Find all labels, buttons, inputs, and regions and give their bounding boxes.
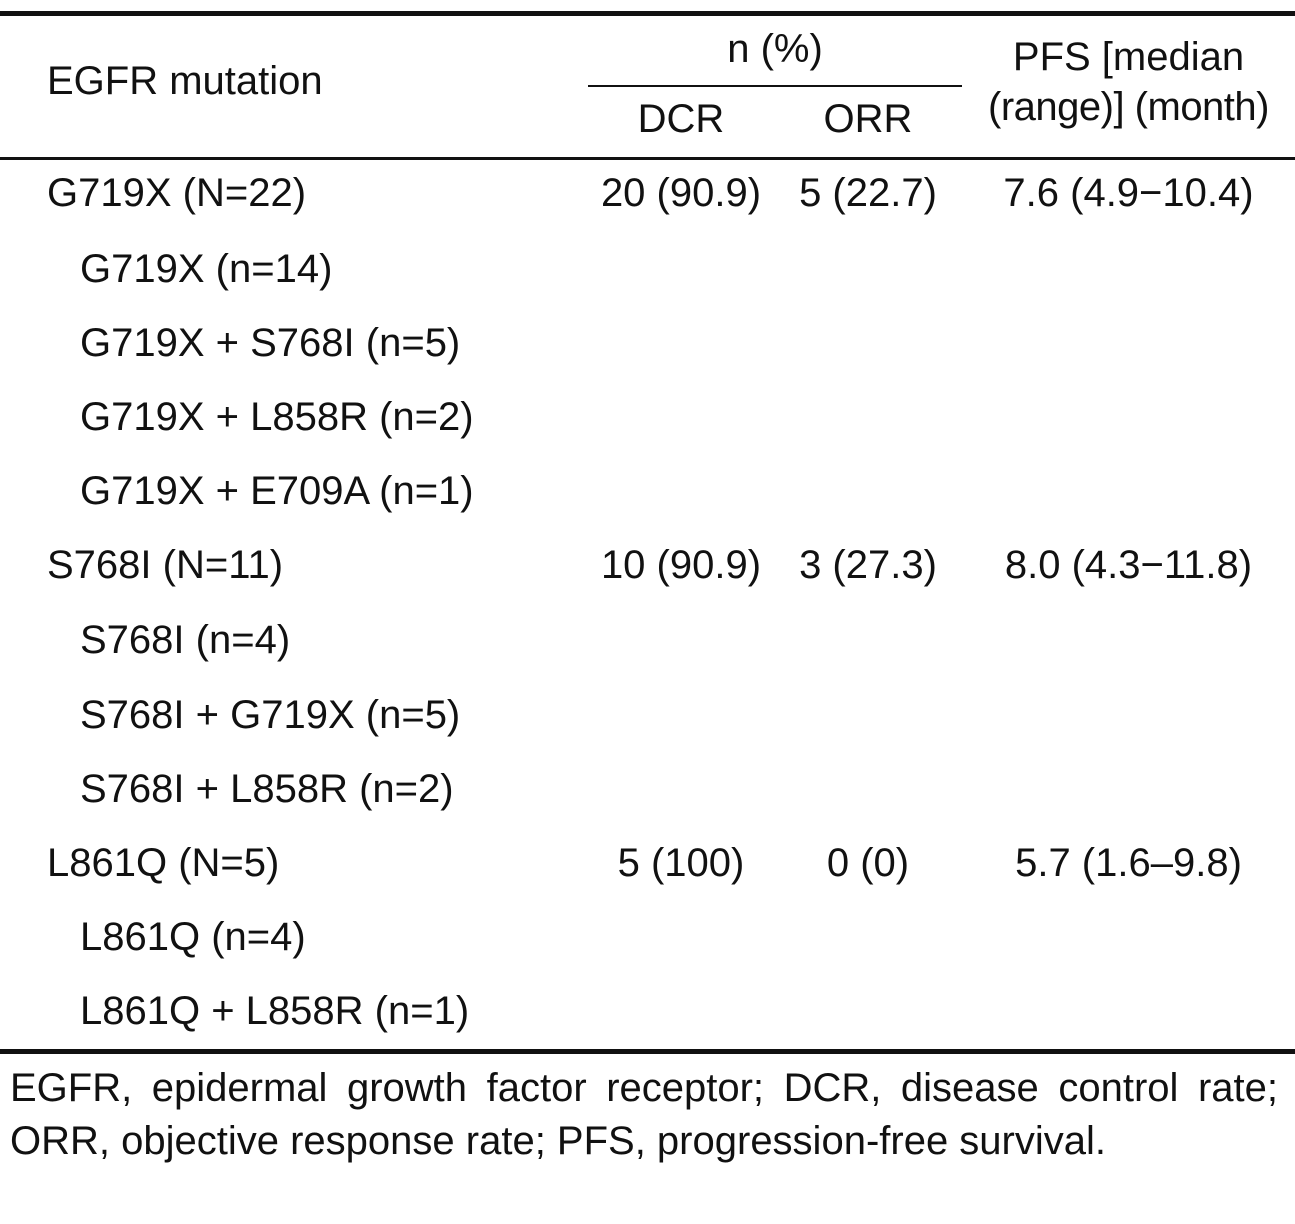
row-label: G719X (N=22): [47, 171, 307, 215]
row-dcr: 20 (90.9): [600, 171, 762, 215]
header-pfs-line2: (range)] (month): [988, 85, 1269, 129]
header-n-percent: n (%): [727, 27, 823, 71]
table-header-rule: [0, 157, 1295, 160]
row-label: G719X (n=14): [80, 247, 333, 291]
row-dcr: 5 (100): [617, 841, 745, 885]
table-bottom-rule: [0, 1049, 1295, 1054]
row-label: S768I (N=11): [47, 543, 284, 587]
header-n-percent-rule: [588, 85, 962, 87]
row-label: G719X + L858R (n=2): [80, 395, 474, 439]
header-pfs-line1: PFS [median: [1012, 35, 1245, 79]
row-pfs: 7.6 (4.9−10.4): [1003, 171, 1254, 215]
row-label: L861Q (N=5): [47, 841, 280, 885]
row-dcr: 10 (90.9): [600, 543, 762, 587]
row-label: G719X + E709A (n=1): [80, 469, 474, 513]
row-pfs: 5.7 (1.6–9.8): [1015, 841, 1242, 885]
row-label: S768I + G719X (n=5): [80, 693, 461, 737]
row-pfs: 8.0 (4.3−11.8): [1004, 543, 1253, 587]
row-orr: 0 (0): [826, 841, 910, 885]
row-label: L861Q + L858R (n=1): [80, 989, 470, 1033]
header-egfr-mutation: EGFR mutation: [47, 59, 323, 103]
header-dcr: DCR: [637, 97, 725, 141]
row-label: G719X + S768I (n=5): [80, 321, 461, 365]
row-label: L861Q (n=4): [80, 915, 306, 959]
header-orr: ORR: [823, 97, 913, 141]
row-orr: 3 (27.3): [799, 543, 937, 587]
table-top-rule: [0, 11, 1295, 16]
row-label: S768I + L858R (n=2): [80, 767, 454, 811]
row-orr: 5 (22.7): [799, 171, 937, 215]
table-footnote: EGFR, epidermal growth factor receptor; …: [10, 1066, 1278, 1163]
row-label: S768I (n=4): [80, 618, 291, 662]
